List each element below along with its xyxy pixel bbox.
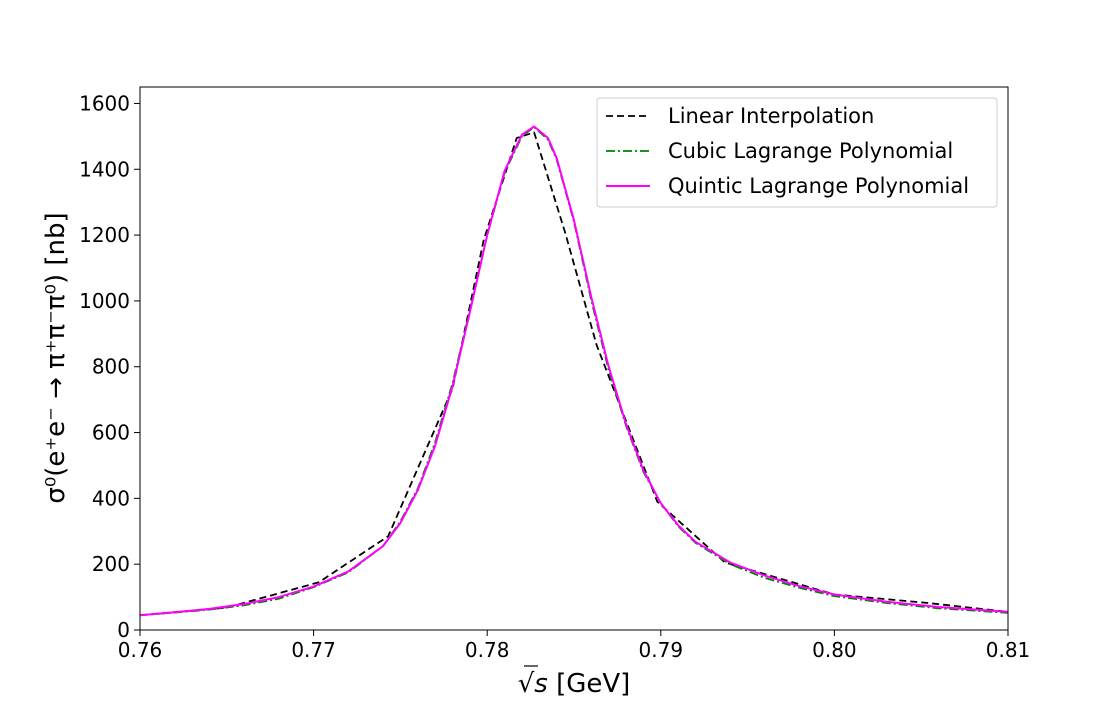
series-line-3 [139, 125, 1009, 617]
y-tick-label: 0 [117, 618, 130, 642]
plot-frame [139, 86, 1009, 631]
x-tick-label: 0.80 [812, 638, 857, 662]
x-tick-label: 0.78 [465, 638, 510, 662]
y-tick-label: 1400 [79, 157, 130, 181]
y-tick-label: 1000 [79, 289, 130, 313]
y-tick-label: 600 [92, 421, 130, 445]
y-tick-label: 200 [92, 552, 130, 576]
legend-label-1: Linear Interpolation [668, 104, 874, 128]
y-tick-label: 400 [92, 486, 130, 510]
y-axis-label: σ⁰(e⁺e⁻ → π⁺π⁻π⁰) [nb] [41, 212, 71, 503]
x-tick-label: 0.81 [986, 638, 1031, 662]
x-axis: 0.76 0.77 0.78 0.79 0.80 0.81 [118, 630, 1031, 662]
x-tick-label: 0.77 [291, 638, 336, 662]
x-tick-label: 0.79 [639, 638, 684, 662]
y-tick-label: 1200 [79, 223, 130, 247]
legend-box [596, 97, 998, 208]
y-tick-label: 1600 [79, 91, 130, 115]
legend-label-3: Quintic Lagrange Polynomial [668, 174, 969, 198]
x-axis-label-variable: s [534, 669, 548, 699]
legend-label-2: Cubic Lagrange Polynomial [668, 139, 953, 163]
series-line-1 [139, 131, 1009, 617]
x-axis-label: √s [GeV] [518, 669, 631, 699]
x-axis-label-radical: √ [518, 669, 535, 699]
y-axis: 0 200 400 600 800 1000 1200 1400 1600 [79, 91, 140, 642]
y-tick-label: 800 [92, 355, 130, 379]
x-tick-label: 0.76 [118, 638, 163, 662]
legend: Linear Interpolation Cubic Lagrange Polyn… [596, 97, 998, 208]
x-axis-label-unit: [GeV] [548, 669, 630, 699]
series-lines [139, 125, 1009, 617]
